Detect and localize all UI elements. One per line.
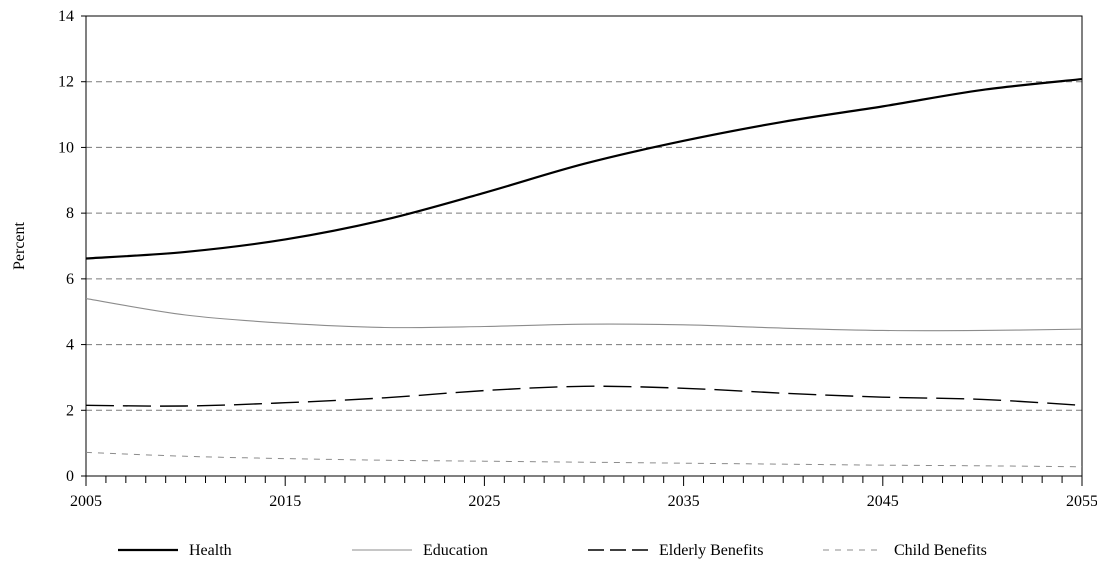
y-tick-label: 10 [58,139,74,156]
legend-label: Child Benefits [894,542,987,559]
series-line-education [85,298,1083,332]
legend-item-health: Health [118,542,232,559]
y-tick-label: 4 [66,337,74,354]
gridlines [86,81,1082,411]
series-lines [85,77,1083,468]
x-tick-label: 2015 [269,493,301,510]
legend-label: Education [423,542,488,559]
legend-label: Elderly Benefits [659,542,763,559]
legend-item-education: Education [352,542,488,559]
y-tick-label: 12 [58,74,74,91]
x-tick-label: 2045 [867,493,899,510]
y-tick-label: 0 [66,468,74,485]
legend: Health Education Elderly Benefits Child Ben… [118,542,987,559]
y-axis-title: Percent [11,221,28,270]
series-line-elderly-benefits [85,385,1083,407]
legend-item-child-benefits: Child Benefits [823,542,987,559]
y-axis: 0 2 4 6 8 10 12 14 [58,8,86,485]
x-tick-label: 2035 [668,493,700,510]
y-tick-label: 6 [66,271,74,288]
y-tick-label: 2 [66,402,74,419]
y-tick-label: 14 [58,8,74,25]
x-tick-label: 2005 [70,493,102,510]
series-line-child-benefits [85,451,1083,468]
legend-label: Health [189,542,232,559]
legend-item-elderly-benefits: Elderly Benefits [588,542,763,559]
x-axis: 2005 2015 2025 2035 2045 2055 [70,476,1097,510]
y-tick-label: 8 [66,205,74,222]
x-tick-label: 2055 [1066,493,1097,510]
series-line-health [85,77,1083,260]
x-tick-label: 2025 [468,493,500,510]
